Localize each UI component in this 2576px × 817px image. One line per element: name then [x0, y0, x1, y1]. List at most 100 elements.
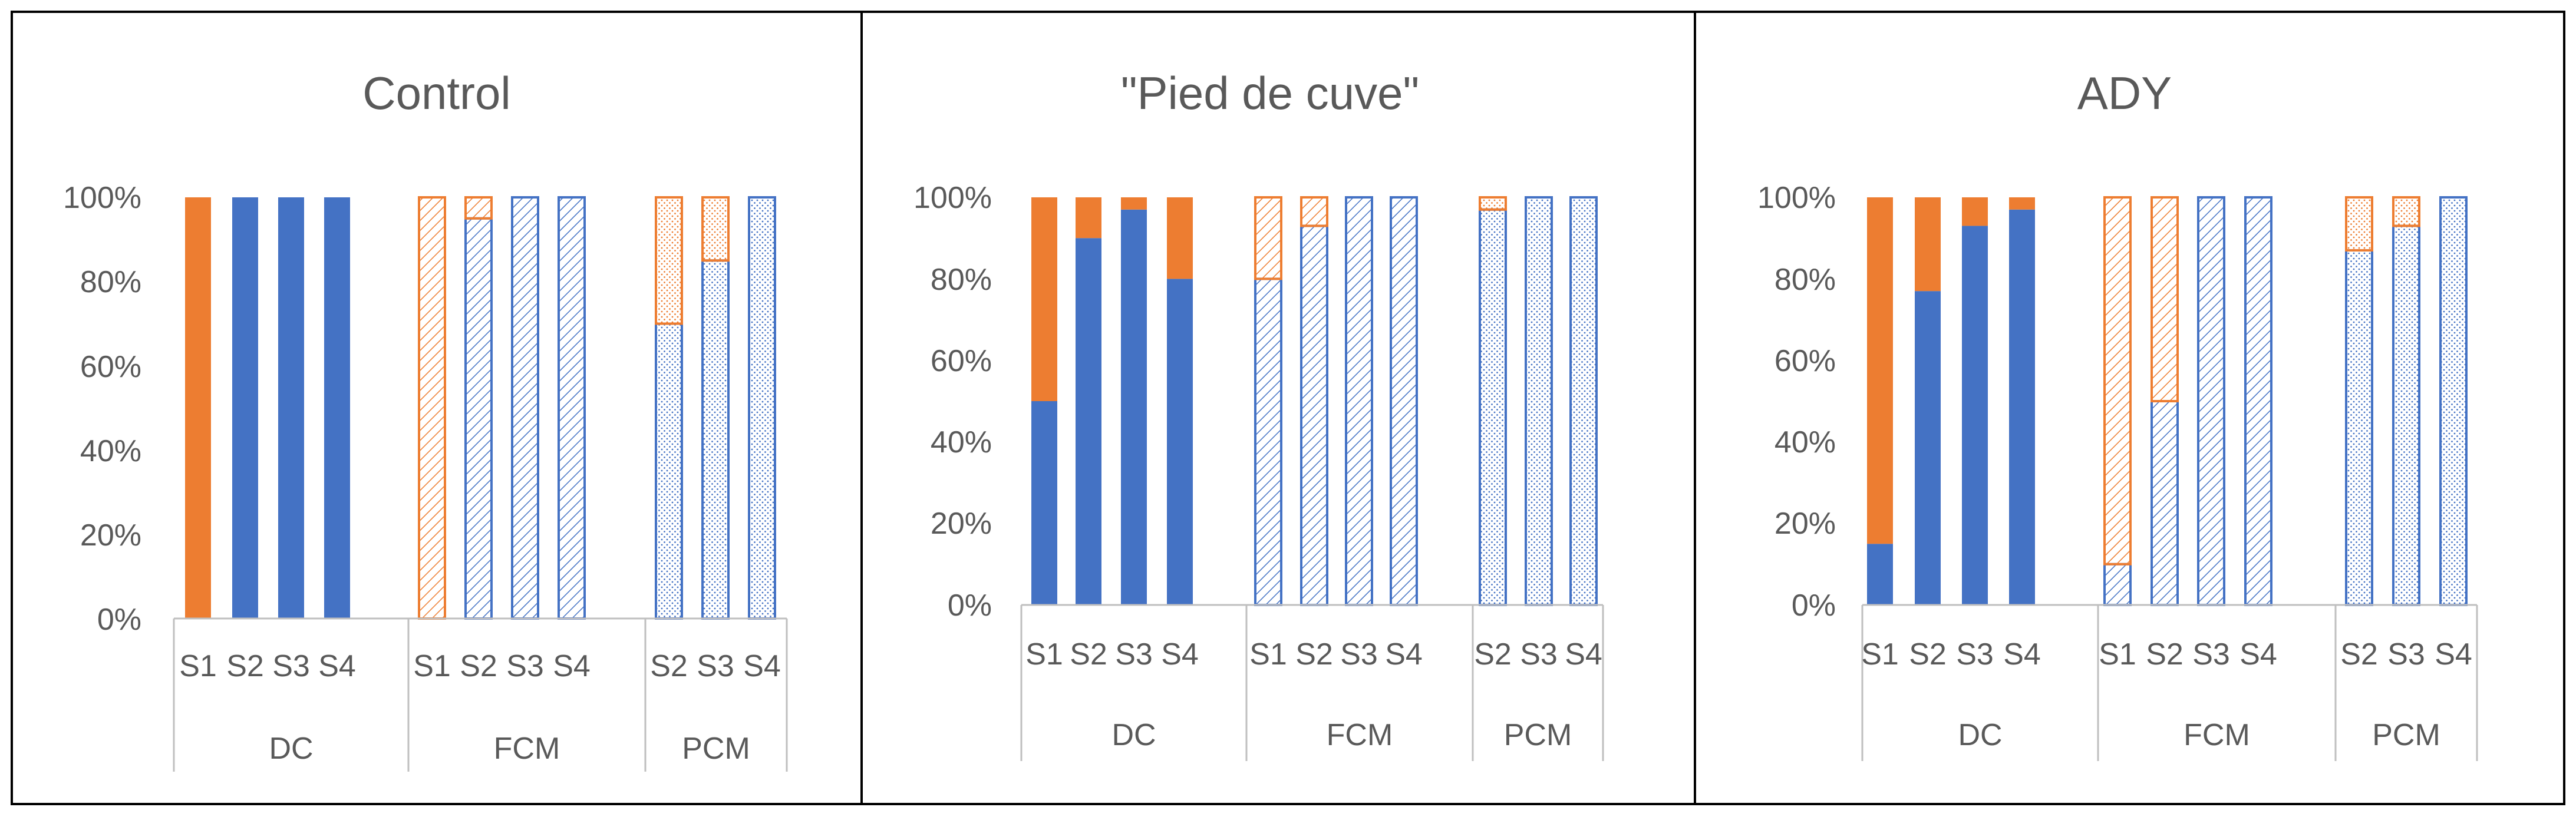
bar-pcm-s2-orange — [1479, 196, 1507, 211]
bar-dc-s4-blue — [324, 197, 350, 618]
y-axis: 100% 80% 60% 40% 20% 0% — [63, 181, 141, 637]
x-tick-label-fcm-s3: S3 — [506, 649, 544, 683]
group-label-fcm: FCM — [2184, 718, 2250, 752]
group-label-dc: DC — [1111, 718, 1156, 752]
bar-dc-s4-orange — [1167, 197, 1193, 279]
x-tick-label-dc-s1: S1 — [179, 649, 217, 683]
bar-fcm-s2-blue — [464, 217, 493, 620]
bar-fcm-s3-blue — [511, 196, 539, 620]
bar-dc-s2-blue — [232, 197, 258, 618]
y-tick-label: 100% — [1757, 181, 1836, 215]
x-tick-label-dc-s3: S3 — [272, 649, 310, 683]
y-axis: 100% 80% 60% 40% 20% 0% — [913, 181, 992, 623]
bar-dc-s4-blue — [1167, 279, 1193, 605]
x-tick-label-fcm-s4: S4 — [553, 649, 591, 683]
x-tick-label-dc-s3: S3 — [1115, 637, 1153, 672]
bar-dc-s1-orange — [185, 197, 211, 618]
x-tick-label-fcm-s1: S1 — [1249, 637, 1287, 672]
y-tick-label: 40% — [1774, 425, 1836, 459]
bar-pcm-s3-blue — [701, 259, 730, 620]
bar-fcm-s4-blue — [2244, 196, 2272, 606]
x-tick-label-pcm-s3: S3 — [1520, 637, 1558, 672]
chart-title: Control — [362, 67, 510, 119]
bar-fcm-s2-blue — [2150, 400, 2179, 606]
y-tick-label: 0% — [97, 603, 141, 637]
bar-dc-s3-blue — [278, 197, 304, 618]
bar-dc-s2-orange — [1915, 197, 1941, 292]
bar-fcm-s4-blue — [1390, 196, 1418, 606]
bar-dc-s2-blue — [1076, 238, 1101, 605]
bar-fcm-s1-orange — [2103, 196, 2132, 565]
bar-pcm-s3-orange — [701, 196, 730, 262]
group-label-fcm: FCM — [494, 732, 560, 766]
bar-pcm-s4-blue — [2439, 196, 2468, 606]
y-tick-label: 20% — [931, 507, 992, 541]
bars — [185, 196, 776, 620]
y-tick-label: 60% — [1774, 344, 1836, 378]
y-tick-label: 40% — [931, 425, 992, 459]
x-tick-label-dc-s4: S4 — [318, 649, 356, 683]
bar-pcm-s4-blue — [748, 196, 776, 620]
x-tick-label-pcm-s4: S4 — [743, 649, 781, 683]
x-tick-label-fcm-s2: S2 — [460, 649, 497, 683]
bar-fcm-s4-blue — [558, 196, 586, 620]
x-axis: S1 S2 S3 S4 S1 S2 S3 S4 S2 S3 S4 DC FCM … — [173, 617, 788, 772]
bar-pcm-s3-blue — [2392, 224, 2420, 606]
y-tick-label: 20% — [1774, 507, 1836, 541]
bar-dc-s3-blue — [1121, 209, 1147, 605]
x-tick-label-pcm-s4: S4 — [1565, 637, 1602, 672]
bar-dc-s1-blue — [1867, 544, 1893, 605]
group-label-fcm: FCM — [1327, 718, 1393, 752]
y-tick-label: 0% — [1792, 588, 1836, 623]
x-axis: S1 S2 S3 S4 S1 S2 S3 S4 S2 S3 S4 DC FCM … — [1861, 604, 2478, 761]
bar-dc-s3-orange — [1962, 197, 1988, 226]
chart-control: Control 100% 80% 60% 40% 20% 0% — [63, 67, 788, 772]
y-tick-label: 100% — [913, 181, 992, 215]
y-tick-label: 80% — [1774, 263, 1836, 297]
x-tick-label-pcm-s2: S2 — [650, 649, 688, 683]
chart-pied-de-cuve: "Pied de cuve" 100% 80% 60% 40% 20% 0% — [913, 67, 1604, 761]
x-tick-label-pcm-s4: S4 — [2435, 637, 2472, 672]
x-tick-label-pcm-s2: S2 — [1474, 637, 1512, 672]
panel-border-ady — [1694, 11, 2565, 805]
y-axis: 100% 80% 60% 40% 20% 0% — [1757, 181, 1836, 623]
x-tick-label-pcm-s2: S2 — [2340, 637, 2378, 672]
y-tick-label: 80% — [931, 263, 992, 297]
bar-pcm-s3-orange — [2392, 196, 2420, 227]
x-tick-label-fcm-s2: S2 — [1295, 637, 1333, 672]
group-label-pcm: PCM — [682, 732, 750, 766]
bar-fcm-s2-orange — [1300, 196, 1328, 227]
bar-fcm-s1-orange — [418, 196, 446, 620]
bar-fcm-s1-blue — [2103, 563, 2132, 606]
bar-pcm-s2-orange — [2345, 196, 2373, 252]
chart-title: ADY — [2077, 67, 2172, 119]
bars — [1867, 196, 2468, 606]
x-tick-label-dc-s2: S2 — [226, 649, 264, 683]
y-tick-label: 100% — [63, 181, 141, 215]
bar-dc-s2-orange — [1076, 197, 1101, 239]
bar-fcm-s2-orange — [464, 196, 493, 220]
bar-dc-s4-blue — [2009, 209, 2035, 605]
bar-fcm-s1-orange — [1254, 196, 1282, 280]
bar-pcm-s2-blue — [2345, 249, 2373, 606]
x-tick-label-dc-s1: S1 — [1025, 637, 1063, 672]
group-label-pcm: PCM — [2372, 718, 2440, 752]
y-tick-label: 60% — [931, 344, 992, 378]
x-tick-label-dc-s3: S3 — [1956, 637, 1994, 672]
bar-fcm-s2-orange — [2150, 196, 2179, 402]
y-tick-label: 0% — [948, 588, 992, 623]
x-tick-label-fcm-s3: S3 — [1340, 637, 1378, 672]
x-tick-label-fcm-s4: S4 — [1385, 637, 1423, 672]
bar-fcm-s3-blue — [1345, 196, 1373, 606]
group-label-dc: DC — [1958, 718, 2002, 752]
y-tick-label: 20% — [80, 518, 141, 553]
bar-fcm-s3-blue — [2197, 196, 2225, 606]
y-tick-label: 80% — [80, 265, 141, 299]
x-tick-label-fcm-s1: S1 — [413, 649, 451, 683]
x-tick-label-dc-s1: S1 — [1861, 637, 1899, 672]
bar-dc-s4-orange — [2009, 197, 2035, 210]
x-axis: S1 S2 S3 S4 S1 S2 S3 S4 S2 S3 S4 DC FCM … — [1020, 604, 1604, 761]
x-tick-label-fcm-s4: S4 — [2239, 637, 2277, 672]
x-tick-label-pcm-s3: S3 — [697, 649, 734, 683]
